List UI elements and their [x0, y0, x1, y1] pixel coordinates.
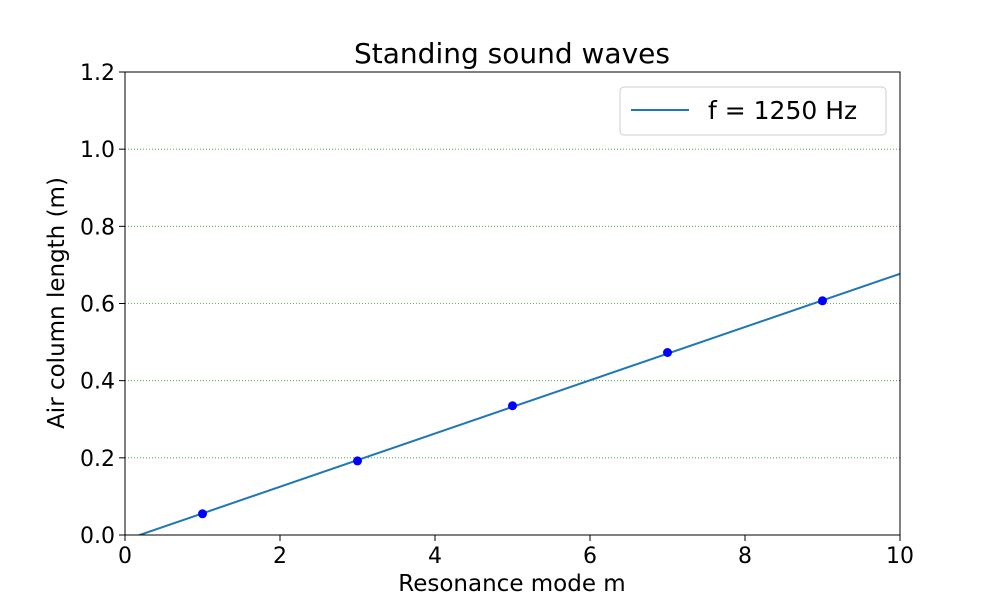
- axis-ticks: 0.0 0.2 0.4 0.6 0.8 1.0 1.2 0 2 4 6 8 10: [80, 61, 914, 569]
- legend-box: [619, 86, 887, 136]
- y-tick-label: 0.4: [80, 370, 115, 395]
- y-tick-label: 1.0: [80, 138, 115, 163]
- y-tick-label: 0.2: [80, 447, 115, 472]
- data-point: [663, 348, 672, 358]
- y-tick-label: 0.6: [80, 293, 115, 318]
- y-tick-label: 0.0: [80, 524, 115, 549]
- plot-series: [136, 272, 900, 535]
- data-point: [353, 456, 362, 466]
- chart-title: Standing sound waves: [354, 37, 670, 70]
- data-point: [198, 509, 207, 519]
- y-tick-label: 1.2: [80, 61, 115, 86]
- y-axis-label: Air column length (m): [44, 177, 70, 429]
- data-point: [508, 401, 517, 411]
- x-tick-label: 10: [886, 544, 914, 569]
- legend: f = 1250 Hz: [619, 86, 887, 136]
- x-tick-label: 6: [583, 544, 597, 569]
- x-tick-label: 8: [738, 544, 752, 569]
- x-tick-label: 4: [428, 544, 442, 569]
- data-point: [818, 296, 827, 306]
- legend-label: f = 1250 Hz: [708, 96, 857, 125]
- y-tick-label: 0.8: [80, 215, 115, 240]
- x-tick-label: 2: [273, 544, 287, 569]
- x-tick-label: 0: [118, 544, 132, 569]
- grid-lines: [125, 148, 900, 459]
- x-axis-label: Resonance mode m: [398, 571, 625, 597]
